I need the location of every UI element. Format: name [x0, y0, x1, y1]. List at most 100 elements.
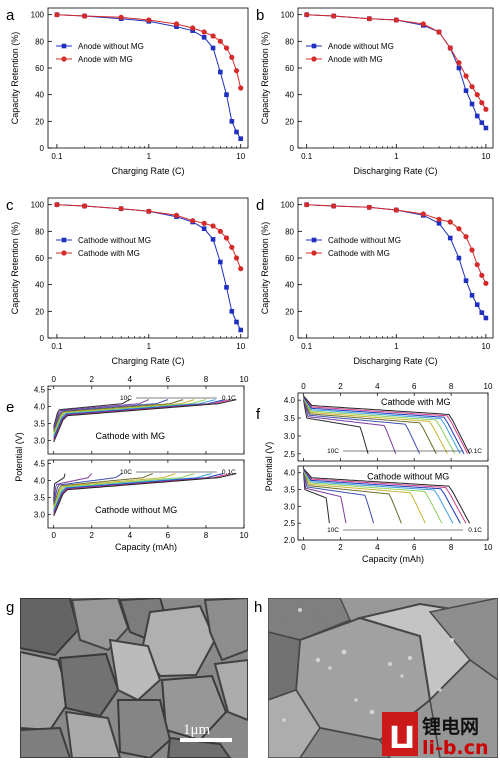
data-point	[436, 29, 442, 35]
profile-curve	[53, 473, 176, 508]
data-point	[238, 85, 244, 91]
data-point	[436, 216, 442, 222]
data-point	[118, 14, 124, 20]
legend-entry: Anode without MG	[328, 42, 394, 51]
data-point	[469, 293, 475, 298]
subplot-label: Cathode with MG	[96, 431, 166, 441]
x-tick-label: 2	[90, 531, 95, 540]
rate-high-label: 10C	[327, 527, 339, 534]
data-point	[233, 255, 240, 261]
y-tick-label: 60	[35, 254, 44, 263]
x-tick-label: 10	[481, 342, 490, 351]
x-tick-label: 1	[394, 342, 399, 351]
watermark-url: li-b.cn	[422, 737, 489, 759]
top-x-tick-label: 8	[204, 375, 209, 384]
data-point	[469, 247, 475, 253]
y-tick-label: 3.5	[34, 419, 46, 428]
profile-curve	[303, 399, 421, 455]
legend-marker	[311, 237, 317, 243]
profile-curve	[303, 398, 437, 455]
plot-frame	[297, 392, 489, 462]
data-point	[420, 21, 426, 27]
y-tick-label: 60	[35, 64, 44, 73]
y-tick-label: 20	[35, 117, 44, 126]
x-tick-label: 8	[204, 531, 209, 540]
profile-curve	[53, 473, 123, 505]
data-point	[54, 12, 60, 18]
y-tick-label: 4.0	[284, 396, 296, 405]
panel-d: d 0 20 40 60 80 100 0.1 1 10 Discharging Rate (C) C…	[256, 197, 494, 366]
sem-image-g: g 1μm	[6, 598, 248, 758]
profile-curve	[53, 473, 237, 517]
data-point	[217, 38, 223, 44]
panel-letter-a: a	[6, 7, 15, 24]
data-point	[447, 45, 453, 51]
data-point	[234, 129, 239, 135]
data-point	[201, 29, 207, 35]
rate-high-label: 10C	[327, 448, 339, 455]
data-point	[146, 17, 152, 23]
top-x-tick-label: 2	[90, 375, 95, 384]
top-x-tick-label: 4	[128, 375, 133, 384]
data-point	[223, 45, 230, 51]
y-tick-label: 20	[285, 117, 294, 126]
plot-frame	[47, 7, 249, 149]
legend-marker	[311, 250, 317, 256]
y-tick-label: 3.0	[284, 502, 296, 511]
x-tick-label: 4	[128, 531, 133, 540]
plot-frame	[47, 459, 245, 529]
y-tick-label: 80	[35, 227, 44, 236]
data-point	[229, 244, 235, 250]
data-point	[174, 24, 179, 29]
data-point	[210, 237, 216, 242]
data-point	[81, 203, 88, 209]
rate-low-label: 0.1C	[468, 448, 482, 455]
legend-marker	[61, 237, 67, 243]
legend-marker	[61, 43, 67, 49]
y-tick-label: 0	[290, 334, 295, 343]
data-point	[463, 88, 469, 93]
data-point	[218, 259, 223, 265]
subplot-label: Cathode without MG	[95, 505, 177, 515]
y-tick-label: 2.0	[284, 536, 296, 545]
y-tick-label: 3.0	[284, 432, 296, 441]
y-tick-label: 20	[285, 307, 294, 316]
profile-curve	[303, 471, 402, 524]
data-point	[447, 219, 453, 225]
profile-curve	[303, 395, 471, 455]
legend-entry: Anode with MG	[78, 55, 133, 64]
data-point	[479, 120, 485, 125]
profile-curve	[53, 399, 237, 443]
profile-curve	[53, 473, 212, 512]
y-axis-title: Capacity Retention (%)	[260, 222, 270, 315]
profile-curve	[53, 399, 216, 438]
legend-entry: Anode with MG	[328, 55, 383, 64]
profile-curve	[53, 399, 150, 429]
plot-frame	[297, 465, 489, 541]
data-point	[474, 302, 480, 307]
y-tick-label: 4.0	[284, 469, 296, 478]
y-tick-label: 4.0	[34, 476, 46, 485]
data-point	[210, 33, 216, 39]
profile-curve	[53, 399, 131, 427]
profile-curve	[303, 399, 397, 454]
y-tick-label: 3.0	[34, 510, 46, 519]
data-point	[483, 106, 489, 112]
x-tick-label: 0.1	[301, 342, 313, 351]
data-point	[304, 202, 310, 208]
profile-curve	[53, 399, 207, 436]
profile-curve	[53, 473, 153, 507]
data-point	[210, 223, 216, 229]
plot-frame	[297, 7, 494, 149]
data-point	[173, 212, 180, 218]
y-tick-label: 80	[285, 37, 294, 46]
data-point	[456, 255, 462, 261]
data-point	[456, 226, 462, 232]
profile-curve	[53, 473, 93, 503]
data-point	[54, 202, 60, 208]
data-point	[456, 60, 462, 66]
plot-frame	[47, 197, 249, 339]
y-tick-label: 60	[285, 254, 294, 263]
data-point	[483, 125, 489, 131]
